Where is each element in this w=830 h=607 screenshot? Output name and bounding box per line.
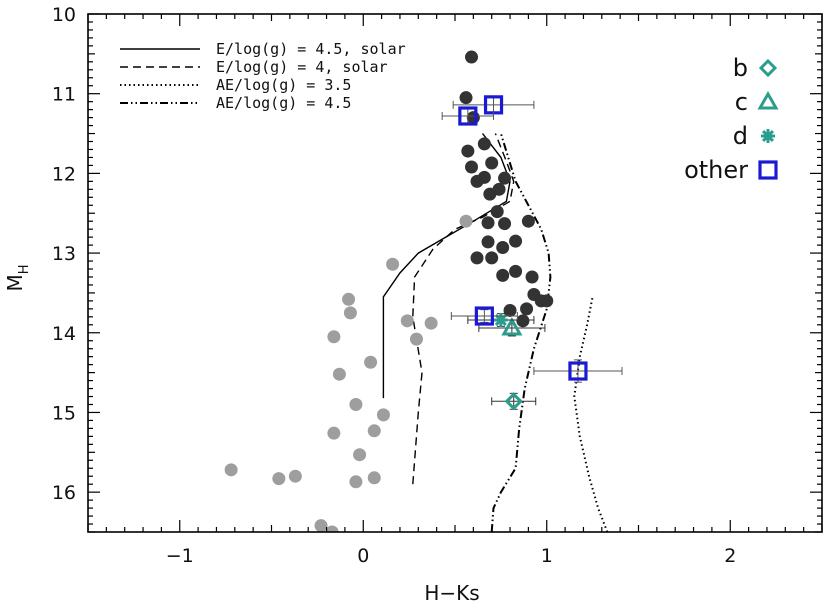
dark-dot-19 xyxy=(496,240,510,254)
dark-dot-27 xyxy=(540,294,554,308)
point-other-2 xyxy=(458,106,478,126)
legend-symbol-d xyxy=(761,129,775,143)
dark-dot-17 xyxy=(485,251,499,265)
grey-dot-12 xyxy=(376,408,390,422)
grey-dot-21 xyxy=(314,519,328,532)
legend-label-3: AE/log(g) = 3.5 xyxy=(216,76,351,94)
dark-dot-14 xyxy=(498,217,512,231)
grey-dot-7 xyxy=(353,448,367,462)
x-tick-label: −1 xyxy=(166,545,194,567)
dark-dot-12 xyxy=(498,171,512,185)
point-other-4 xyxy=(568,361,588,381)
dark-dot-4 xyxy=(461,144,475,158)
point-d-1-stroke-4 xyxy=(494,314,507,327)
grey-dot-1 xyxy=(224,463,238,477)
x-tick-label: 0 xyxy=(357,545,369,567)
grey-dot-5 xyxy=(349,475,363,489)
legend-symbol-label-c: c xyxy=(735,88,748,116)
legend-label-2: E/log(g) = 4, solar xyxy=(216,58,388,76)
dark-dot-22 xyxy=(509,264,523,278)
legend-symbol-label-b: b xyxy=(733,54,748,82)
y-axis-title-sub: H xyxy=(17,264,32,274)
y-tick-label: 11 xyxy=(52,84,76,106)
dark-dot-29 xyxy=(503,303,517,317)
dark-dot-24 xyxy=(525,270,539,284)
grey-dot-8 xyxy=(332,367,346,381)
dark-dot-18 xyxy=(481,235,495,249)
dark-dot-1 xyxy=(465,50,479,64)
y-axis-title: MH xyxy=(3,264,32,291)
y-tick-label: 14 xyxy=(52,323,76,345)
dark-dot-3 xyxy=(466,111,480,125)
legend-symbol-b xyxy=(758,58,778,78)
grey-dot-11 xyxy=(367,424,381,438)
grey-dot-22 xyxy=(325,525,339,532)
legend-symbol-other xyxy=(758,160,778,180)
grey-dot-17 xyxy=(400,314,414,328)
dark-dot-20 xyxy=(496,268,510,282)
dark-dot-8 xyxy=(485,156,499,170)
grey-dot-18 xyxy=(409,332,423,346)
dark-dot-7 xyxy=(477,137,491,151)
dark-dot-23 xyxy=(521,214,535,228)
legend-label-1: E/log(g) = 4.5, solar xyxy=(216,40,406,58)
dark-dot-9 xyxy=(477,170,491,184)
model-curve-2 xyxy=(412,133,515,485)
grey-dot-9 xyxy=(349,397,363,411)
grey-dot-14 xyxy=(342,292,356,306)
y-tick-label: 16 xyxy=(52,482,76,504)
y-tick-label: 10 xyxy=(52,4,76,26)
dark-dot-21 xyxy=(509,234,523,248)
model-curve-3 xyxy=(573,296,609,532)
legend-symbol-label-d: d xyxy=(733,122,748,150)
x-tick-label: 2 xyxy=(724,545,736,567)
legend-symbol-c xyxy=(757,90,779,110)
dark-dot-30 xyxy=(516,314,530,328)
legend-symbol-d-stroke-4 xyxy=(761,129,775,143)
dark-dot-11 xyxy=(492,182,506,196)
grey-dot-3 xyxy=(288,469,302,483)
dark-dot-28 xyxy=(520,302,534,316)
point-d-1 xyxy=(493,313,508,328)
x-tick-label: 1 xyxy=(541,545,553,567)
grey-dot-6 xyxy=(367,471,381,485)
point-other-3 xyxy=(474,306,494,326)
x-axis-title: H−Ks xyxy=(424,581,479,605)
y-tick-label: 13 xyxy=(52,243,76,265)
grey-dot-20 xyxy=(459,214,473,228)
dark-dot-5 xyxy=(465,160,479,174)
grey-dot-19 xyxy=(424,316,438,330)
grey-dot-16 xyxy=(386,257,400,271)
point-c-1 xyxy=(501,316,523,336)
grey-dot-15 xyxy=(343,306,357,320)
grey-dot-2 xyxy=(272,472,286,486)
y-tick-label: 12 xyxy=(52,163,76,185)
point-b-1 xyxy=(504,392,523,411)
y-axis-title-main: M xyxy=(3,274,27,291)
legend-label-4: AE/log(g) = 4.5 xyxy=(216,94,351,112)
dark-dot-15 xyxy=(481,216,495,230)
y-tick-label: 15 xyxy=(52,402,76,424)
dark-dot-13 xyxy=(490,205,504,219)
legend-symbol-label-other: other xyxy=(684,156,748,184)
grey-dot-4 xyxy=(327,426,341,440)
dark-dot-2 xyxy=(459,91,473,105)
dark-dot-16 xyxy=(470,251,484,265)
grey-dot-10 xyxy=(364,355,378,369)
grey-dot-13 xyxy=(327,330,341,344)
